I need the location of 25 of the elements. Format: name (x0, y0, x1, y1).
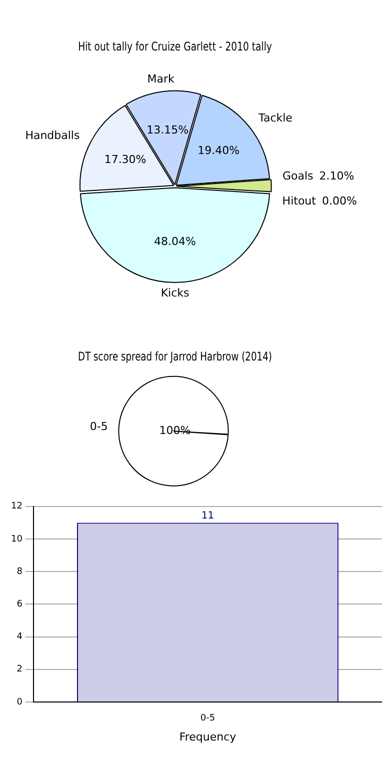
x-axis-title: Frequency (179, 730, 237, 744)
slice-label: Handballs (25, 129, 80, 142)
data-label: 11 (201, 510, 214, 522)
data-label: 2.10% (319, 170, 354, 183)
text: 0.00% (322, 194, 357, 208)
y-tick-label: 10 (11, 534, 23, 544)
slice-label: Kicks (160, 286, 190, 300)
y-tick-label: 0 (16, 697, 23, 708)
chart-title: DT score spread for Jarrod Harbrow (2014) (78, 349, 272, 364)
chart-title: Hit out tally for Cruize Garlett - 2010 tally (78, 39, 272, 54)
data-label: 100% (159, 424, 191, 438)
data-label: 13.15% (146, 123, 189, 136)
slice-label: Goals (282, 170, 314, 183)
data-label: 17.30% (104, 153, 146, 166)
slice-label: 0-5 (90, 420, 108, 433)
slice-label: Mark (147, 72, 176, 86)
y-tick-label: 8 (16, 566, 23, 577)
data-label: 19.40% (198, 144, 240, 157)
y-tick-label: 12 (11, 502, 22, 512)
slice-label: Tackle (258, 111, 293, 124)
y-tick-label: 4 (16, 632, 23, 642)
y-tick-label: 6 (16, 600, 23, 610)
category-label: Hitout (282, 194, 316, 208)
data-label: 48.04% (154, 235, 196, 248)
y-tick-label: 2 (16, 664, 22, 675)
